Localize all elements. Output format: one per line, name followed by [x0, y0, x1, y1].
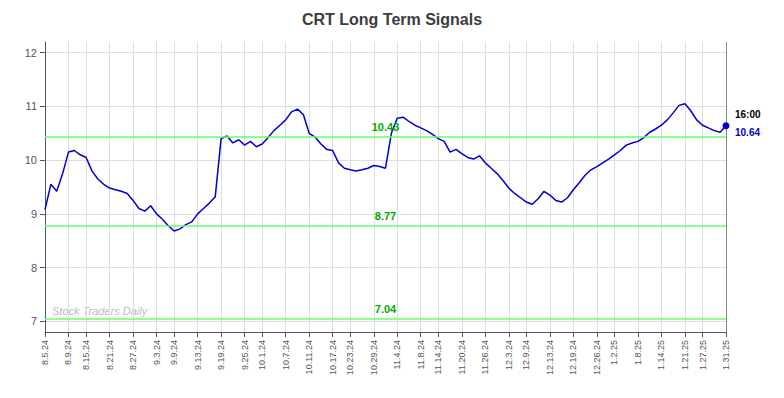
svg-text:16:00: 16:00 — [735, 109, 761, 120]
svg-text:9.13.24: 9.13.24 — [193, 340, 203, 370]
svg-text:12.13.24: 12.13.24 — [545, 340, 555, 375]
svg-text:11: 11 — [26, 100, 37, 112]
svg-text:9.9.24: 9.9.24 — [169, 340, 179, 365]
svg-text:8: 8 — [31, 262, 37, 274]
svg-text:10.29.24: 10.29.24 — [369, 340, 379, 375]
svg-text:10.17.24: 10.17.24 — [328, 340, 338, 375]
svg-text:12.19.24: 12.19.24 — [568, 340, 578, 375]
svg-text:11.20.24: 11.20.24 — [457, 340, 467, 374]
svg-text:12.9.24: 12.9.24 — [521, 340, 531, 370]
svg-text:10.7.24: 10.7.24 — [281, 340, 291, 370]
svg-text:Stock Traders Daily: Stock Traders Daily — [52, 305, 149, 317]
svg-text:8.9.24: 8.9.24 — [63, 340, 73, 365]
svg-text:8.15.24: 8.15.24 — [81, 340, 91, 370]
svg-text:10.11.24: 10.11.24 — [304, 340, 314, 374]
svg-text:1.21.25: 1.21.25 — [680, 340, 690, 370]
svg-text:10.23.24: 10.23.24 — [345, 340, 355, 375]
svg-text:10.43: 10.43 — [372, 121, 400, 133]
svg-text:10: 10 — [25, 154, 37, 166]
svg-text:1.31.25: 1.31.25 — [721, 340, 731, 370]
svg-text:11.8.24: 11.8.24 — [416, 340, 426, 369]
svg-text:10.1.24: 10.1.24 — [257, 340, 267, 370]
svg-text:11.26.24: 11.26.24 — [480, 340, 490, 374]
svg-text:12.3.24: 12.3.24 — [504, 340, 514, 370]
svg-text:9.25.24: 9.25.24 — [240, 340, 250, 370]
svg-text:7: 7 — [31, 315, 37, 327]
svg-text:12.26.24: 12.26.24 — [592, 340, 602, 375]
svg-text:12: 12 — [25, 47, 37, 59]
svg-text:1.27.25: 1.27.25 — [698, 340, 708, 370]
svg-text:8.77: 8.77 — [375, 210, 396, 222]
svg-text:1.2.25: 1.2.25 — [609, 340, 619, 365]
svg-text:1.8.25: 1.8.25 — [633, 340, 643, 365]
svg-text:10.64: 10.64 — [735, 127, 760, 138]
svg-text:8.27.24: 8.27.24 — [128, 340, 138, 370]
svg-text:9: 9 — [31, 208, 37, 220]
svg-text:7.04: 7.04 — [375, 303, 397, 315]
svg-text:8.21.24: 8.21.24 — [105, 340, 115, 370]
svg-text:9.3.24: 9.3.24 — [152, 340, 162, 365]
svg-text:1.14.25: 1.14.25 — [656, 340, 666, 370]
svg-text:8.5.24: 8.5.24 — [40, 340, 50, 365]
svg-text:11.14.24: 11.14.24 — [433, 340, 443, 374]
svg-text:11.4.24: 11.4.24 — [392, 340, 402, 369]
svg-text:9.19.24: 9.19.24 — [216, 340, 226, 370]
svg-text:CRT Long Term Signals: CRT Long Term Signals — [302, 11, 482, 28]
